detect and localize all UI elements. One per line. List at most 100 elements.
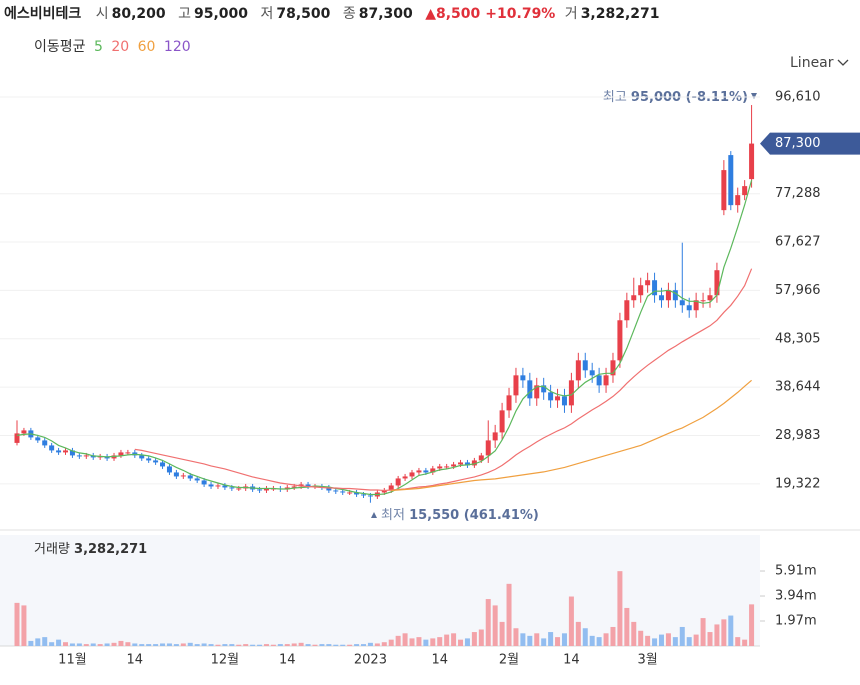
volume-bar (416, 637, 422, 646)
volume-bar (437, 637, 443, 646)
volume-bar (707, 632, 713, 646)
candle-body (499, 410, 505, 433)
x-tick-label: 3월 (638, 653, 658, 668)
volume-title-value: 3,282,271 (74, 542, 147, 557)
ma-line (391, 379, 752, 492)
candle-body (735, 195, 741, 206)
x-tick-label: 14 (431, 653, 448, 668)
volume-bar (222, 644, 228, 646)
volume-bar (575, 621, 581, 646)
candle-body (534, 385, 540, 399)
candle-body (624, 300, 630, 321)
volume-bar (430, 638, 436, 646)
volume-bar (340, 644, 346, 646)
candle-body (506, 395, 512, 411)
volume-bar (236, 644, 242, 646)
candle-body (354, 492, 360, 495)
volume-bar (534, 633, 540, 646)
candle-body (56, 450, 62, 453)
candle-body (464, 462, 470, 466)
y-tick-label: 57,966 (775, 283, 821, 298)
candle-body (388, 485, 394, 491)
volume-bar (693, 634, 699, 646)
candle-body (187, 475, 193, 479)
volume-bar (506, 583, 512, 646)
scale-dropdown[interactable]: Linear (790, 55, 834, 71)
candle-body (568, 380, 574, 406)
volume-bar (201, 643, 207, 646)
candle-body (305, 484, 311, 487)
scale-dropdown-icon[interactable] (837, 59, 849, 66)
volume-bar (686, 637, 692, 646)
candle-body (83, 455, 89, 457)
candle-body (42, 440, 48, 446)
volume-bar (492, 605, 498, 646)
candle-body (333, 490, 339, 492)
candle-body (222, 485, 228, 488)
candle-body (485, 440, 491, 456)
candle-body (679, 300, 685, 306)
candle-body (257, 489, 263, 491)
candle-body (721, 170, 727, 211)
volume-bar (361, 644, 366, 646)
volume-bar (652, 638, 658, 646)
ma-legend-item[interactable]: 5 (93, 39, 103, 55)
candle-body (21, 430, 27, 434)
volume-bar (229, 644, 235, 646)
ma-legend-item[interactable]: 120 (163, 39, 191, 55)
y-tick-label: 28,983 (775, 428, 821, 443)
volume-bar (548, 632, 554, 646)
candle-body (575, 360, 581, 381)
volume-bar (291, 643, 297, 646)
volume-bar (721, 619, 727, 646)
volume-bar (208, 644, 214, 646)
ma-legend: 이동평균 5 20 60 120 (34, 36, 195, 56)
candle-body (69, 450, 75, 456)
ma-legend-item[interactable]: 20 (111, 39, 130, 55)
candle-body (749, 143, 755, 180)
y-tick-label: 77,288 (775, 186, 821, 201)
ma-legend-item[interactable]: 60 (137, 39, 156, 55)
candle-body (610, 360, 616, 376)
volume-bar (21, 605, 27, 646)
candle-body (160, 462, 166, 467)
volume-bar (381, 642, 387, 646)
candle-body (451, 464, 457, 467)
candle-body (458, 462, 464, 465)
volume-bar (166, 643, 172, 646)
x-tick-label: 11월 (58, 653, 87, 668)
volume-bar (312, 644, 318, 646)
volume-bar (561, 633, 567, 646)
volume-bar (638, 630, 644, 646)
volume-bar (187, 642, 193, 646)
volume-bar (284, 644, 290, 646)
volume-tick-label: 3.94m (775, 589, 817, 604)
volume-bar (35, 638, 41, 646)
x-tick-label: 2월 (499, 653, 519, 668)
candle-body (638, 285, 644, 296)
stat-value: 78,500 (276, 6, 331, 22)
volume-bar (243, 644, 249, 646)
stat-label: 시 (95, 6, 109, 22)
candle-body (326, 487, 332, 491)
candle-body (658, 295, 664, 301)
candle-body (153, 460, 159, 463)
candle-body (201, 480, 207, 485)
volume-bar (617, 571, 623, 646)
candle-body (672, 290, 678, 301)
volume-bar (451, 633, 457, 646)
candle-body (395, 478, 401, 486)
candle-body (229, 487, 235, 489)
volume-bar (83, 644, 89, 646)
volume-bar (28, 640, 34, 646)
x-tick-label: 12월 (211, 653, 240, 668)
stat-label: 고 (178, 6, 191, 22)
volume-bar (742, 639, 748, 646)
volume-bar (624, 607, 630, 646)
volume-tick-label: 5.91m (775, 564, 817, 579)
header: 에스비비테크 시 80,200 고 95,000 저 78,500 종 87,300 ▲… (4, 3, 668, 23)
candle-body (520, 375, 526, 381)
volume-bar (513, 628, 519, 646)
y-tick-label: 96,610 (775, 89, 821, 104)
